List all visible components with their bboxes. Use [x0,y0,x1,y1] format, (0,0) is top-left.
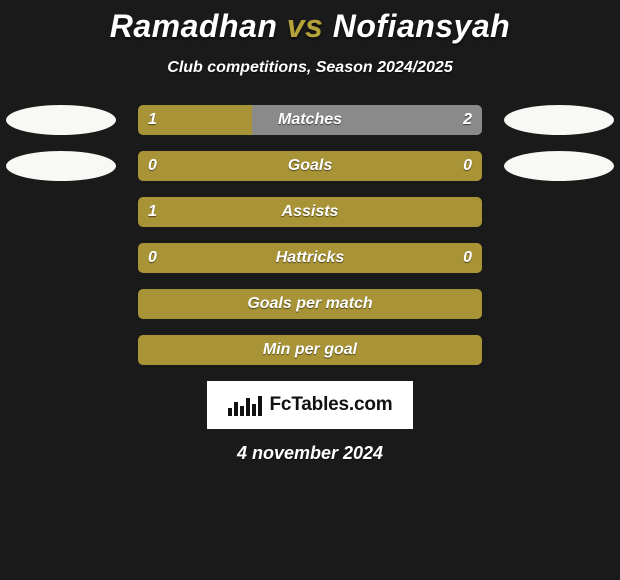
logo-text-bold: Tables [291,394,349,415]
stat-rows: Matches12Goals00Assists1Hattricks00Goals… [0,105,620,365]
right-badge [504,151,614,181]
stat-row: Min per goal [0,335,620,365]
stat-left-value: 1 [148,197,157,227]
left-badge [6,151,116,181]
stat-row: Goals per match [0,289,620,319]
stat-right-value: 0 [463,243,472,273]
subtitle: Club competitions, Season 2024/2025 [0,59,620,77]
stat-label: Assists [138,197,482,227]
stat-row: Assists1 [0,197,620,227]
stat-bar: Assists1 [138,197,482,227]
page-title: Ramadhan vs Nofiansyah [0,8,620,45]
stat-label: Min per goal [138,335,482,365]
logo-text: FcTables.com [270,394,393,416]
stat-left-value: 0 [148,243,157,273]
logo-text-prefix: Fc [270,394,292,415]
title-player1: Ramadhan [110,8,278,44]
stat-label: Hattricks [138,243,482,273]
stat-row: Matches12 [0,105,620,135]
title-player2: Nofiansyah [333,8,510,44]
stat-bar: Goals per match [138,289,482,319]
stat-row: Hattricks0 0 [0,243,620,273]
left-badge [6,105,116,135]
stat-left-value: 0 [148,151,157,181]
stat-bar-right [252,105,482,135]
stat-bar: Goals0 0 [138,151,482,181]
stat-label: Goals per match [138,289,482,319]
logo-text-suffix: .com [349,394,393,415]
stat-bar: Hattricks0 0 [138,243,482,273]
bar-chart-icon [228,394,262,416]
fctables-logo[interactable]: FcTables.com [207,381,413,429]
snapshot-date: 4 november 2024 [0,443,620,464]
title-vs: vs [287,8,324,44]
comparison-widget: Ramadhan vs Nofiansyah Club competitions… [0,0,620,580]
stat-bar: Matches12 [138,105,482,135]
stat-bar: Min per goal [138,335,482,365]
right-badge [504,105,614,135]
stat-right-value: 0 [463,151,472,181]
stat-label: Goals [138,151,482,181]
stat-bar-left [138,105,252,135]
stat-row: Goals0 0 [0,151,620,181]
